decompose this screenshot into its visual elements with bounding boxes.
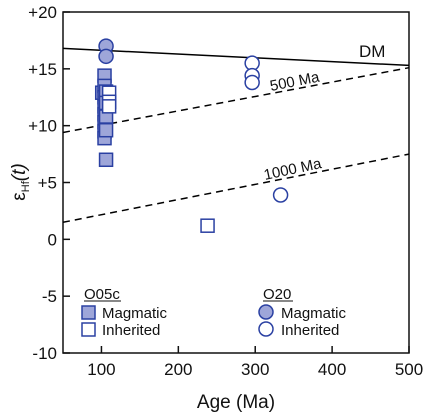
legend-label-o05c-magmatic: Magmatic	[102, 305, 168, 322]
legend-title-o20: O20	[263, 286, 291, 303]
svg-text:εHf(t): εHf(t)	[9, 163, 32, 200]
y-tick-label: +15	[28, 60, 57, 79]
point-o20-magmatic	[98, 48, 114, 65]
legend-marker-o20-magmatic	[258, 304, 274, 320]
x-tick-label: 200	[164, 360, 192, 379]
legend-marker-o20-inherited	[258, 321, 274, 337]
y-axis-title-arg: (t)	[9, 163, 30, 181]
point-o05c-inherited	[101, 99, 117, 114]
reference-line-1000ma	[62, 153, 410, 224]
y-tick-label: +20	[28, 3, 57, 22]
reference-line-500ma	[62, 66, 410, 134]
y-axis-title: εHf(t)	[9, 163, 32, 200]
x-tick-label: 400	[318, 360, 346, 379]
legend-label-o20-magmatic: Magmatic	[281, 305, 347, 322]
reference-lines	[62, 47, 410, 224]
legend: O05c Magmatic Inherited O20 Magmatic Inh…	[81, 286, 347, 339]
legend-marker-o05c-magmatic	[81, 305, 96, 320]
point-o20-inherited	[244, 74, 260, 91]
dm-line-label: DM	[359, 42, 385, 61]
ticks: 100 200 300 400 500 -10 -5 0 +5 +10 +15 +20	[28, 3, 423, 379]
y-tick-label: +10	[28, 117, 57, 136]
x-tick-label: 300	[241, 360, 269, 379]
legend-label-o05c-inherited: Inherited	[102, 322, 160, 339]
point-o05c-magmatic	[98, 122, 114, 138]
1000ma-line-label: 1000 Ma	[262, 155, 323, 184]
legend-label-o20-inherited: Inherited	[281, 322, 339, 339]
500ma-line-label: 500 Ma	[269, 69, 322, 95]
y-axis-title-sub: Hf	[20, 180, 32, 192]
x-tick-label: 500	[395, 360, 423, 379]
y-tick-label: -5	[42, 287, 57, 306]
x-tick-label: 100	[87, 360, 115, 379]
y-tick-label: +5	[38, 174, 57, 193]
y-tick-label: 0	[48, 230, 57, 249]
y-tick-label: -10	[32, 344, 57, 363]
legend-title-o05c: O05c	[84, 286, 120, 303]
x-axis-title: Age (Ma)	[197, 392, 275, 413]
y-axis-title-main: ε	[9, 192, 30, 201]
data-points	[94, 38, 289, 233]
point-o20-inherited	[272, 187, 289, 203]
point-o05c-inherited	[200, 218, 215, 233]
legend-marker-o05c-inherited	[81, 322, 96, 337]
reference-line-dm	[62, 47, 410, 67]
point-o05c-magmatic	[98, 152, 114, 168]
